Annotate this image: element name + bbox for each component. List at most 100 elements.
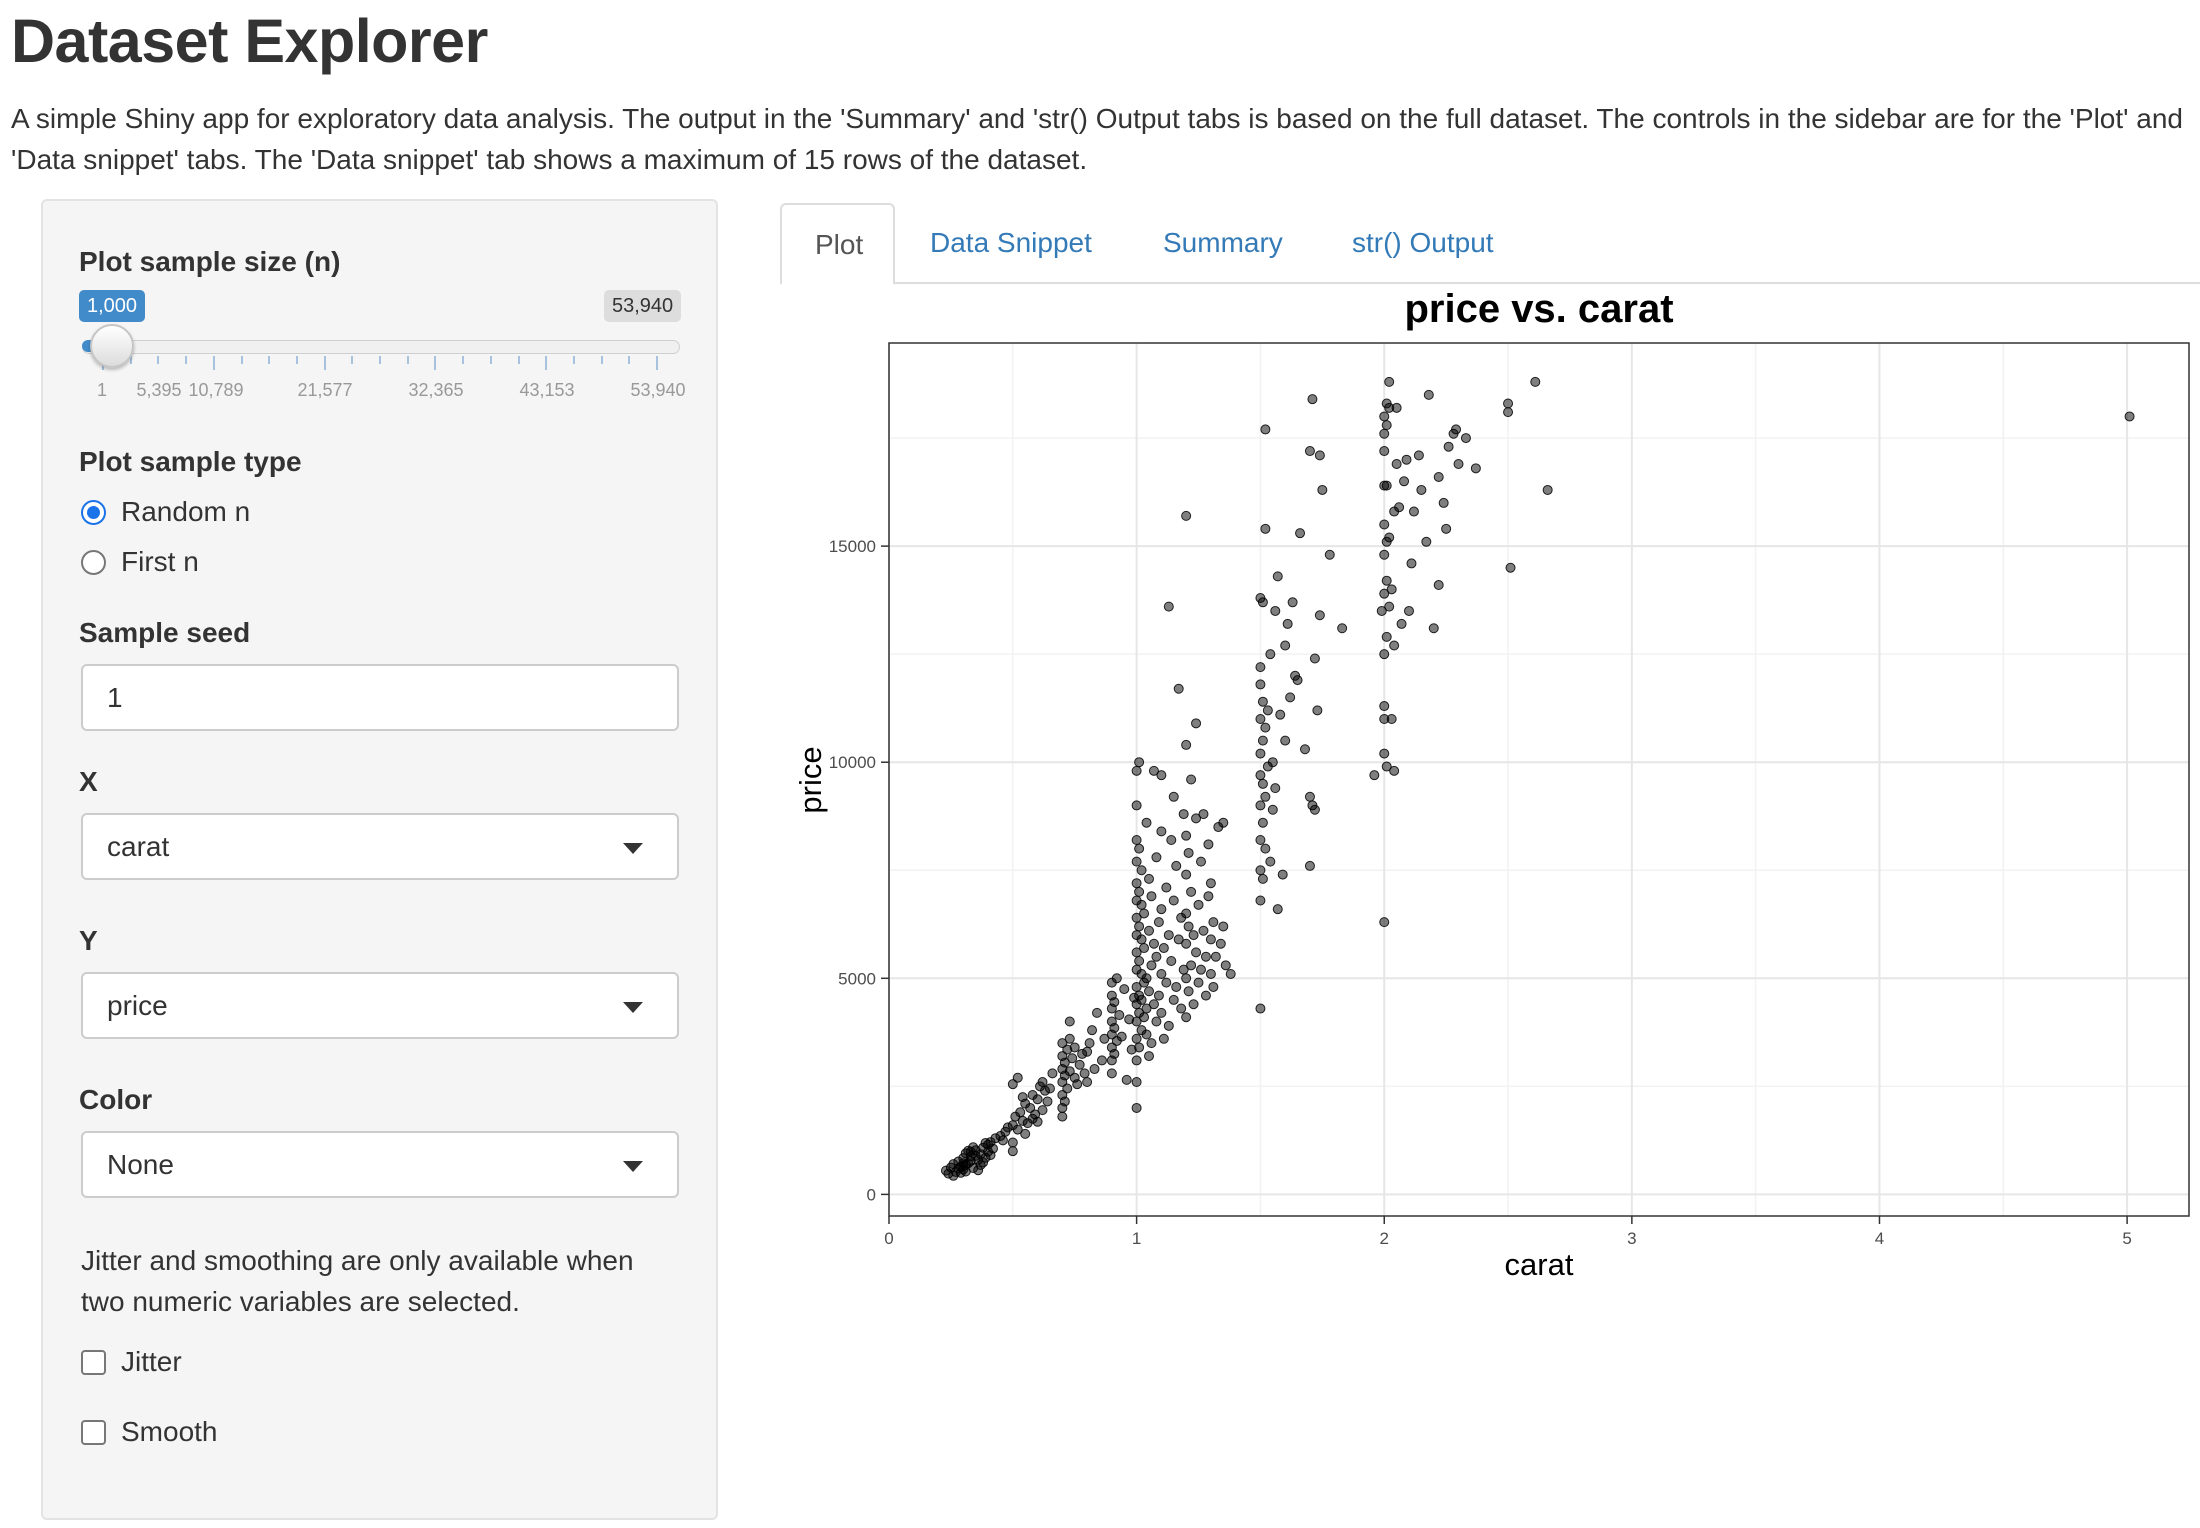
data-point (1198, 809, 1209, 820)
tab-data-snippet[interactable]: Data Snippet (930, 227, 1092, 258)
slider-tick (212, 356, 215, 370)
data-point (1379, 519, 1390, 530)
data-point (1148, 765, 1159, 776)
slider-tick (545, 356, 548, 370)
seed-input[interactable] (81, 664, 679, 731)
data-point (1203, 891, 1214, 902)
plot-title: price vs. carat (1404, 287, 1673, 331)
y-label: Y (79, 925, 98, 956)
x-tick-label: 5 (2122, 1229, 2131, 1248)
smooth-label[interactable]: Smooth (121, 1416, 218, 1447)
data-point (1438, 497, 1449, 508)
data-point (1151, 1016, 1162, 1027)
data-point (1257, 873, 1268, 884)
tab-plot[interactable]: Plot (780, 203, 895, 285)
data-point (1307, 394, 1318, 405)
x-tick-label: 2 (1380, 1229, 1389, 1248)
slider-handle[interactable] (90, 324, 134, 368)
data-point (1158, 1033, 1169, 1044)
slider-tick (517, 356, 520, 364)
data-point (1057, 1111, 1068, 1122)
data-point (1176, 1003, 1187, 1014)
data-point (1337, 623, 1348, 634)
data-point (1166, 956, 1177, 967)
data-point (1413, 450, 1424, 461)
slider-tick-label: 5,395 (136, 380, 182, 400)
y-tick-label: 10000 (829, 753, 876, 772)
data-point (1265, 856, 1276, 867)
data-point (1381, 420, 1392, 431)
data-point (953, 1163, 964, 1174)
slider-tick (462, 356, 465, 364)
data-point (1067, 1053, 1078, 1064)
jitter-checkbox[interactable] (81, 1350, 106, 1375)
data-point (1131, 835, 1142, 846)
data-point (1181, 908, 1192, 919)
data-point (1255, 835, 1266, 846)
x-select[interactable]: carat (81, 813, 679, 880)
data-point (1158, 943, 1169, 954)
slider-value-badge: 1,000 (79, 290, 146, 322)
slider-track[interactable] (82, 340, 680, 354)
x-tick-label: 0 (884, 1229, 893, 1248)
color-label: Color (79, 1084, 153, 1115)
data-point (1188, 999, 1199, 1010)
data-point (1111, 973, 1122, 984)
data-point (1131, 765, 1142, 776)
data-point (1144, 873, 1154, 884)
data-point (1181, 869, 1192, 880)
data-point (975, 1160, 986, 1171)
jitter-label[interactable]: Jitter (121, 1346, 182, 1377)
data-point (1032, 1094, 1043, 1105)
tab-summary[interactable]: Summary (1163, 227, 1283, 258)
data-point (1131, 1102, 1142, 1113)
data-point (1453, 459, 1464, 470)
radio-random-n-label[interactable]: Random n (121, 496, 251, 527)
data-point (1205, 968, 1216, 979)
slider-tick (434, 356, 437, 370)
data-point (1168, 994, 1179, 1005)
data-point (1208, 981, 1219, 992)
data-point (1304, 791, 1315, 802)
data-point (1121, 1074, 1132, 1085)
data-point (1168, 895, 1179, 906)
data-point (1379, 701, 1390, 712)
data-point (1404, 605, 1414, 616)
data-point (1148, 999, 1159, 1010)
color-select[interactable]: None (81, 1131, 679, 1198)
data-point (1277, 869, 1288, 880)
data-point (1156, 1007, 1167, 1018)
slider-tick (379, 356, 381, 364)
tabs-divider (780, 282, 2200, 284)
y-select[interactable]: price (81, 972, 679, 1039)
radio-first-n-label[interactable]: First n (121, 546, 199, 577)
slider-tick-label: 1 (96, 380, 108, 400)
data-point (1131, 856, 1142, 867)
data-point (1270, 605, 1281, 616)
smooth-checkbox[interactable] (81, 1420, 106, 1445)
slider-tick-label: 53,940 (630, 380, 686, 400)
data-point (1287, 597, 1298, 608)
data-point (1255, 770, 1266, 781)
data-point (1032, 1116, 1043, 1127)
x-label: X (79, 766, 98, 797)
data-point (1255, 800, 1266, 811)
data-point (1257, 817, 1268, 828)
data-point (1386, 584, 1397, 595)
data-point (1379, 446, 1390, 457)
data-point (1386, 713, 1397, 724)
data-point (1144, 925, 1154, 936)
tab-str-output[interactable]: str() Output (1352, 227, 1494, 258)
radio-random-n[interactable] (81, 500, 106, 525)
data-point (985, 1150, 996, 1161)
data-point (1208, 917, 1219, 928)
data-point (1218, 817, 1229, 828)
data-point (1146, 1038, 1157, 1049)
data-point (980, 1137, 991, 1148)
data-point (1255, 662, 1266, 673)
data-point (1183, 921, 1194, 932)
y-tick-label: 0 (867, 1185, 876, 1204)
data-point (1200, 990, 1211, 1001)
radio-first-n[interactable] (81, 550, 106, 575)
data-point (997, 1135, 1008, 1146)
